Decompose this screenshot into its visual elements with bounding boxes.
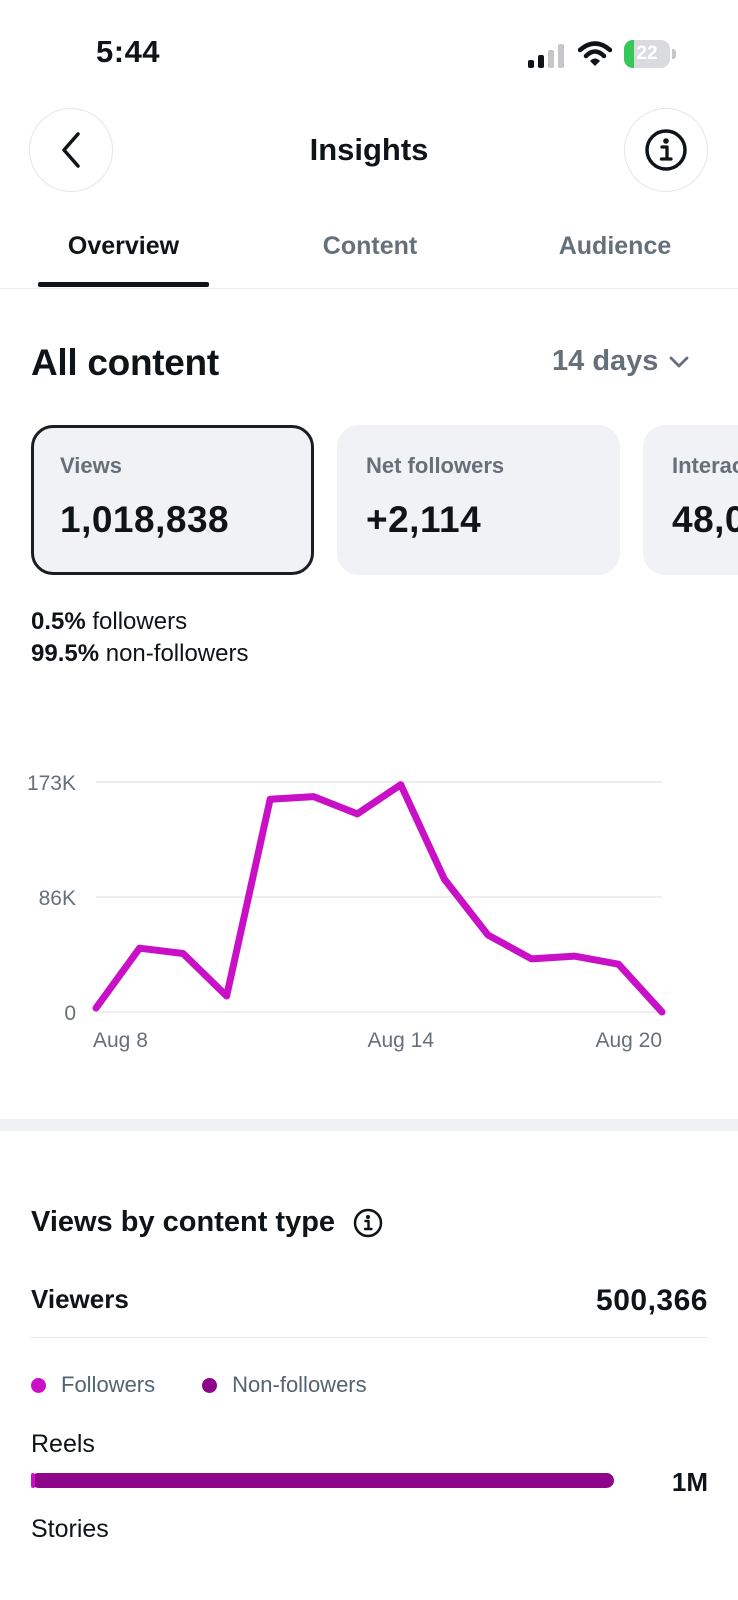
legend-item-followers: Followers <box>31 1372 155 1398</box>
metric-card-label: Net followers <box>366 453 505 478</box>
battery-charging-icon: 22 <box>624 40 676 68</box>
views-by-content-type-heading: Views by content type <box>31 1206 383 1239</box>
metric-card-value: 48,0 <box>672 499 738 540</box>
x-tick-label: Aug 20 <box>595 1029 662 1052</box>
followers-percent: 0.5% <box>31 608 86 635</box>
wifi-icon <box>578 41 612 66</box>
metric-cards-carousel[interactable]: Views 1,018,838 Net followers +2,114 Int… <box>31 425 738 575</box>
viewers-label: Viewers <box>31 1284 129 1314</box>
y-tick-label: 173K <box>27 772 76 795</box>
viewers-value: 500,366 <box>596 1284 708 1317</box>
tab-content[interactable]: Content <box>322 232 418 260</box>
views-line-chart: 173K 86K 0 Aug 8 Aug 14 Aug 20 <box>0 770 738 1080</box>
date-range-label: 14 days <box>552 345 659 377</box>
views-line-chart-svg: 173K 86K 0 Aug 8 Aug 14 Aug 20 <box>27 772 666 1052</box>
date-range-dropdown[interactable]: 14 days <box>552 345 690 378</box>
views-by-content-type-title: Views by content type <box>31 1206 336 1238</box>
views-series-line <box>92 781 666 1016</box>
chevron-down-icon <box>670 356 689 367</box>
metric-card-net-followers[interactable]: Net followers +2,114 <box>337 425 620 575</box>
tab-audience[interactable]: Audience <box>558 232 672 260</box>
legend-dot <box>31 1377 46 1393</box>
tab-overview[interactable]: Overview <box>67 232 180 260</box>
content-type-reels-value: 1M <box>671 1467 708 1497</box>
status-bar: 5:44 22 <box>0 0 738 100</box>
page-title: Insights <box>309 132 429 167</box>
legend-label: Followers <box>61 1372 156 1397</box>
non-followers-percent: 99.5% <box>31 640 100 667</box>
metric-card-interactions[interactable]: Interactions 48,0 <box>643 425 738 575</box>
metric-card-views[interactable]: Views 1,018,838 <box>31 425 314 575</box>
metric-card-label: Views <box>60 453 122 478</box>
legend-label: Non-followers <box>232 1372 367 1397</box>
legend-item-non-followers: Non-followers <box>202 1372 367 1398</box>
status-time: 5:44 <box>96 34 161 69</box>
y-tick-label: 86K <box>39 887 76 910</box>
viewers-row: Viewers 500,366 <box>31 1284 708 1338</box>
back-button[interactable] <box>29 108 113 192</box>
cellular-signal-icon <box>528 44 564 68</box>
reels-bar[interactable] <box>31 1473 614 1488</box>
header: Insights <box>0 108 738 194</box>
chevron-left-icon <box>62 132 80 168</box>
follower-split: 0.5% followers 99.5% non-followers <box>31 606 248 670</box>
info-icon <box>645 129 687 171</box>
metric-card-label: Interactions <box>672 453 738 478</box>
section-divider <box>0 1119 738 1131</box>
tab-bar: Overview Content Audience <box>0 214 738 289</box>
legend-dot <box>202 1377 218 1393</box>
reels-non-followers-fill <box>31 1473 614 1488</box>
non-followers-text: non-followers <box>105 640 249 667</box>
x-tick-label: Aug 14 <box>367 1029 434 1052</box>
y-tick-label: 0 <box>64 1002 76 1025</box>
reels-followers-fill <box>31 1473 35 1488</box>
x-tick-label: Aug 8 <box>93 1029 148 1052</box>
content-type-stories-label: Stories <box>31 1515 109 1543</box>
content-type-reels-label: Reels <box>31 1430 95 1458</box>
battery-level: 22 <box>636 43 658 64</box>
info-button[interactable] <box>624 108 708 192</box>
legend: Followers Non-followers <box>31 1372 414 1398</box>
section-title: All content <box>31 342 219 383</box>
active-tab-indicator <box>38 282 209 287</box>
metric-card-value: 1,018,838 <box>60 499 230 540</box>
followers-text: followers <box>92 608 188 635</box>
metric-card-value: +2,114 <box>366 499 482 540</box>
info-icon[interactable] <box>353 1208 383 1238</box>
